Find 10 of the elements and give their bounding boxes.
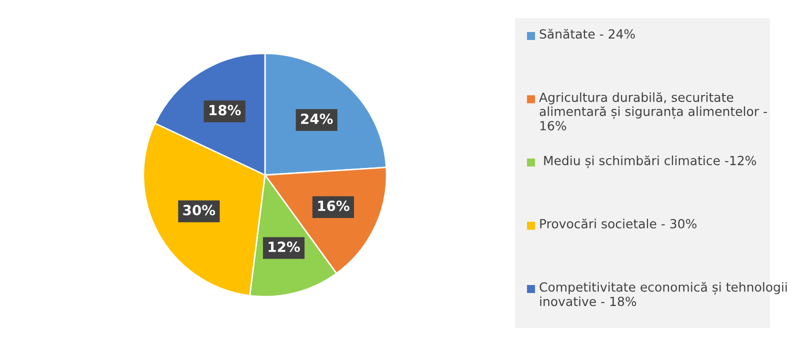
data-label: 24% (301, 114, 333, 124)
legend-label: Provocări societale - 30% (540, 218, 696, 228)
legend-label: Competitivitate economică și tehnologii inovative - 18% (540, 282, 787, 306)
legend-label: Mediu și schimbări climatice -12% (544, 156, 756, 168)
data-label: 30% (183, 204, 216, 216)
legend-label: Sănătate - 24% (540, 28, 635, 39)
data-label: 18% (210, 104, 241, 116)
data-label: 12% (268, 242, 300, 252)
legend-label: Agricultura durabilă, securitate alimentară și siguranța alimentelor - 16% (539, 92, 767, 130)
data-label: 16% (318, 200, 350, 212)
